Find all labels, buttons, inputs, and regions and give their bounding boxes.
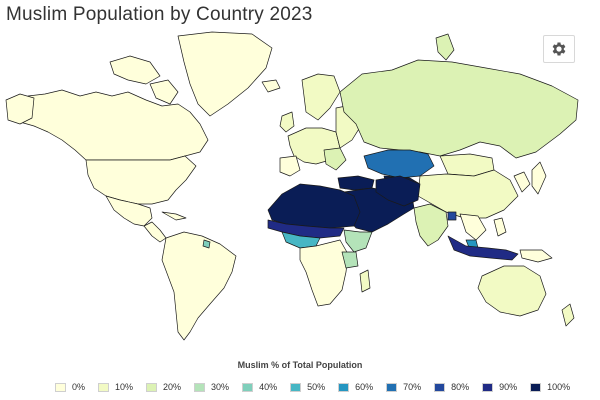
region-canada[interactable] [9, 89, 209, 161]
region-cuba[interactable] [161, 211, 187, 221]
legend-label: 60% [355, 382, 374, 392]
region-iceland[interactable] [261, 79, 281, 93]
region-madagascar[interactable] [359, 269, 371, 293]
region-bangladesh[interactable] [447, 211, 457, 221]
legend-swatch [98, 382, 110, 392]
legend-swatch [55, 382, 66, 392]
region-iran-afghanistan[interactable] [375, 175, 421, 207]
legend-swatch [482, 382, 494, 392]
legend-item-70[interactable]: 70% [386, 382, 421, 392]
region-australia[interactable] [477, 265, 547, 317]
region-uk[interactable] [279, 111, 295, 133]
legend-item-10[interactable]: 10% [98, 382, 133, 392]
legend-label: 0% [72, 382, 86, 392]
region-sahel[interactable] [267, 219, 345, 239]
legend-item-50[interactable]: 50% [290, 382, 325, 392]
region-horn-of-africa[interactable] [343, 229, 373, 253]
region-usa[interactable] [85, 155, 197, 205]
legend-label: 30% [211, 382, 230, 392]
world-map [0, 28, 600, 346]
region-japan[interactable] [531, 161, 547, 195]
legend-label: 10% [115, 382, 134, 392]
region-korea-japan[interactable] [513, 171, 531, 193]
region-mexico[interactable] [105, 195, 153, 227]
region-southeast-asia[interactable] [459, 213, 487, 241]
legend-swatch [530, 382, 542, 392]
legend-item-30[interactable]: 30% [194, 382, 229, 392]
legend-label: 20% [163, 382, 182, 392]
region-south-america[interactable] [161, 231, 237, 341]
region-iberia[interactable] [279, 155, 301, 177]
legend-item-20[interactable]: 20% [146, 382, 181, 392]
region-central-america[interactable] [143, 221, 167, 243]
region-scandinavia[interactable] [301, 73, 341, 121]
legend-item-0[interactable]: 0% [55, 382, 85, 392]
legend-swatch [242, 382, 254, 392]
settings-button[interactable] [543, 35, 575, 63]
region-papua[interactable] [519, 249, 553, 263]
region-philippines[interactable] [493, 217, 507, 237]
legend-label: 80% [451, 382, 470, 392]
world-map-svg [5, 31, 579, 341]
region-turkey[interactable] [337, 175, 375, 191]
region-alaska[interactable] [5, 93, 35, 125]
region-india[interactable] [413, 203, 449, 247]
legend-label: 70% [403, 382, 422, 392]
legend-label: 90% [499, 382, 518, 392]
legend-label: 40% [259, 382, 278, 392]
legend-item-100[interactable]: 100% [530, 382, 570, 392]
region-balkans[interactable] [323, 147, 347, 171]
region-indonesia[interactable] [447, 235, 519, 261]
region-kazakhstan[interactable] [363, 149, 435, 179]
gear-icon [552, 42, 566, 56]
map-title: Muslim Population by Country 2023 [6, 4, 313, 25]
region-new-zealand[interactable] [561, 303, 575, 327]
legend-item-90[interactable]: 90% [482, 382, 517, 392]
legend-swatch [338, 382, 350, 392]
region-russia[interactable] [339, 59, 579, 159]
legend-swatch [194, 382, 206, 392]
legend: 0% 10% 20% 30% 40% 50% 60% 70% 80% 90% 1… [55, 381, 583, 393]
region-greenland[interactable] [177, 31, 273, 117]
region-tanzania[interactable] [341, 251, 359, 269]
legend-item-80[interactable]: 80% [434, 382, 469, 392]
legend-swatch [434, 382, 446, 392]
legend-item-60[interactable]: 60% [338, 382, 373, 392]
legend-label: 50% [307, 382, 326, 392]
legend-swatch [290, 382, 302, 392]
legend-item-40[interactable]: 40% [242, 382, 277, 392]
legend-title: Muslim % of Total Population [237, 360, 363, 370]
region-novaya-zemlya[interactable] [435, 33, 455, 61]
legend-swatch [386, 382, 398, 392]
region-suriname[interactable] [202, 239, 211, 249]
legend-label: 100% [547, 382, 571, 392]
region-north-africa[interactable] [267, 183, 361, 229]
region-china[interactable] [417, 169, 519, 219]
region-baffin[interactable] [149, 79, 179, 105]
region-arctic-islands[interactable] [109, 55, 161, 85]
region-central-africa[interactable] [299, 239, 349, 307]
legend-swatch [146, 382, 158, 392]
